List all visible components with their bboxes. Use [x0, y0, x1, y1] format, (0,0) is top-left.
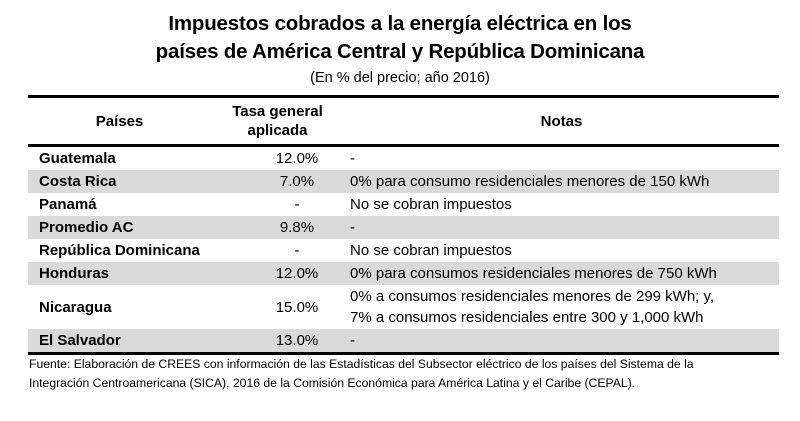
- source-note: Fuente: Elaboración de CREES con informa…: [29, 355, 789, 393]
- notes-cell: No se cobran impuestos: [350, 196, 512, 213]
- notes-cell: 0% para consumos residenciales menores d…: [350, 265, 717, 282]
- notes-cell: No se cobran impuestos: [350, 242, 512, 259]
- country-cell: El Salvador: [39, 332, 121, 349]
- country-cell: Guatemala: [39, 150, 116, 167]
- notes-cell: -: [350, 332, 355, 349]
- table-row: El Salvador 13.0% -: [28, 329, 779, 352]
- table-row: Guatemala 12.0% -: [28, 147, 779, 170]
- table-title-line-1: Impuestos cobrados a la energía eléctric…: [168, 12, 632, 35]
- rate-cell: -: [294, 242, 300, 259]
- rate-cell: 12.0%: [275, 150, 319, 167]
- header-countries: Países: [95, 112, 144, 130]
- notes-cell: -: [350, 150, 355, 167]
- table-header: Países Tasa general aplicada Notas: [28, 98, 779, 147]
- country-cell: Panamá: [39, 196, 97, 213]
- country-cell: Honduras: [39, 265, 110, 282]
- table-row: República Dominicana - No se cobran impu…: [28, 239, 779, 262]
- country-cell: Nicaragua: [39, 298, 112, 316]
- source-line-2: Integración Centroamericana (SICA), 2016…: [29, 376, 636, 390]
- rate-cell: 7.0%: [279, 173, 315, 190]
- rate-cell: 9.8%: [279, 219, 315, 236]
- tax-table: Países Tasa general aplicada Notas Guate…: [28, 95, 779, 355]
- table-subtitle: (En % del precio; año 2016): [310, 70, 490, 86]
- rate-cell: -: [294, 196, 300, 213]
- header-rate-line-2: aplicada: [247, 122, 308, 139]
- table-title-line-2: países de América Central y República Do…: [155, 40, 645, 63]
- table-row: Costa Rica 7.0% 0% para consumo residenc…: [28, 170, 779, 193]
- country-cell: Promedio AC: [39, 219, 134, 236]
- table-row: Panamá - No se cobran impuestos: [28, 193, 779, 216]
- notes-line-2: 7% a consumos residenciales entre 300 y …: [350, 309, 704, 326]
- header-rate-line-1: Tasa general: [232, 103, 323, 120]
- table-row: Promedio AC 9.8% -: [28, 216, 779, 239]
- table-row: Nicaragua 15.0% 0% a consumos residencia…: [28, 285, 779, 329]
- rate-cell: 13.0%: [275, 332, 319, 349]
- source-line-1: Fuente: Elaboración de CREES con informa…: [29, 357, 694, 371]
- country-cell: Costa Rica: [39, 173, 117, 190]
- table-row: Honduras 12.0% 0% para consumos residenc…: [28, 262, 779, 285]
- header-rate: Tasa general aplicada: [211, 102, 344, 140]
- notes-cell: -: [350, 219, 355, 236]
- header-notes: Notas: [540, 112, 583, 130]
- rate-cell: 12.0%: [275, 265, 319, 282]
- rate-cell: 15.0%: [275, 298, 319, 316]
- country-cell: República Dominicana: [39, 242, 200, 259]
- notes-line-1: 0% a consumos residenciales menores de 2…: [350, 288, 715, 305]
- notes-cell: 0% a consumos residenciales menores de 2…: [344, 286, 779, 328]
- notes-cell: 0% para consumo residenciales menores de…: [350, 173, 710, 190]
